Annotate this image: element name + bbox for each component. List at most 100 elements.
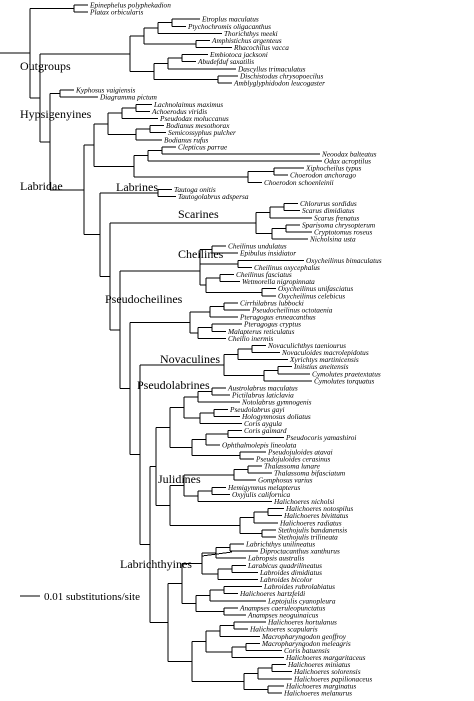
taxon-label: Anampses neoguinaicus (247, 610, 318, 619)
taxon-label: Halichoeres radiatus (279, 518, 342, 527)
taxon-label: Coris aygula (244, 419, 282, 428)
taxon-label: Abudefduf saxatilis (197, 57, 254, 66)
taxon-label: Rhacochilus vacca (233, 43, 289, 52)
taxon-label: Ptychochromis oligacanthus (187, 22, 271, 31)
taxon-label: Labroides bicolor (259, 575, 312, 584)
taxon-label: Macropharyngodon meleagris (261, 639, 351, 648)
tree-branches (0, 4, 322, 694)
taxon-label: Halichoeres melanurus (283, 689, 352, 698)
taxon-label: Epinephelus polyphekadion (89, 1, 171, 10)
taxon-label: Hemigymnus melapterus (227, 483, 301, 492)
taxon-label: Choerodon schoenleinii (264, 178, 334, 187)
taxon-label: Austrolabrus maculatus (227, 384, 298, 393)
taxon-label: Gomphosus varius (258, 476, 313, 485)
taxon-label: Platax orbicularis (89, 8, 143, 17)
taxon-label: Halichoeres miniatus (287, 660, 351, 669)
taxon-label: Larabicus quadrilineatus (247, 561, 322, 570)
taxon-label: Oxycheilinus unifasciatus (278, 284, 353, 293)
taxon-label: Oxycheilinus bimaculatus (306, 256, 382, 265)
taxon-label: Cheilinus oxycephalus (254, 263, 320, 272)
taxon-label: Coris gaimard (244, 426, 287, 435)
taxon-label: Leptojulis cyanopleura (267, 596, 336, 605)
clade-label-labridae: Labridae (20, 179, 63, 193)
taxon-label: Ophthalmolepis lineolata (222, 440, 297, 449)
taxon-label: Sparisoma chrysopterum (302, 220, 375, 229)
taxon-label: Tautogolabrus adspersa (178, 192, 249, 201)
taxon-label: Neoodax balteatus (321, 149, 377, 158)
taxon-label: Wetmorella nigropinnata (242, 277, 315, 286)
taxon-label: Anampses caeruleopunctatus (239, 603, 325, 612)
taxon-label: Labropsis australis (247, 554, 304, 563)
taxon-label: Achoerodus viridis (151, 107, 207, 116)
taxon-label: Cheilio inermis (228, 334, 273, 343)
taxon-label: Thorichthys meeki (224, 29, 278, 38)
taxon-label: Cheilinus undulatus (228, 242, 287, 251)
taxon-label: Oxycheilinus celebicus (278, 291, 345, 300)
clade-label-julidines: Julidines (158, 472, 201, 486)
taxon-label: Hologymnosus doliatus (241, 412, 311, 421)
taxon-label: Pseudocoris yamashiroi (285, 433, 356, 442)
taxon-label: Cirrhilabrus lubbocki (240, 298, 304, 307)
scale-bar-label: 0.01 substitutions/site (44, 591, 140, 603)
taxon-label: Kyphosus vaigiensis (75, 86, 136, 95)
clade-label-pseudolabrines: Pseudolabrines (137, 378, 210, 392)
taxon-label: Labroides rubrolabiatus (263, 582, 335, 591)
taxon-label: Xyrichtys martinicensis (289, 355, 359, 364)
taxon-label: Novaculichthys taeniourus (267, 341, 346, 350)
taxon-label: Halichoeres nicholsi (273, 497, 334, 506)
taxon-label: Tautoga onitis (174, 185, 216, 194)
taxon-label: Stethojulis bandanensis (278, 525, 347, 534)
clade-label-cheilines: Cheilines (178, 247, 224, 261)
taxon-label: Halichoeres scapularis (249, 625, 318, 634)
taxon-label: Pteragogus enneacanthus (239, 313, 316, 322)
clade-label-hypsigenyines: Hypsigenyines (20, 107, 92, 121)
taxon-label: Thalassoma bifasciatum (274, 469, 345, 478)
taxon-label: Amblyglyphidodon leucogaster (233, 79, 325, 88)
taxon-label: Pseudolabrus gayi (229, 405, 285, 414)
taxon-label: Chlorurus sordidus (300, 199, 357, 208)
taxon-label: Cymolutes torquatus (314, 376, 374, 385)
taxon-label: Notolabrus gymnogenis (241, 398, 312, 407)
taxon-label: Labroides dimidiatus (259, 568, 322, 577)
taxon-label: Oxyjulis californica (232, 490, 291, 499)
scale-bar: 0.01 substitutions/site (20, 591, 140, 603)
taxon-label: Etroplus maculatus (201, 15, 259, 24)
taxon-label: Thalassoma lunare (264, 462, 321, 471)
taxon-label: Diproctacanthus xanthurus (259, 547, 340, 556)
taxon-label: Amphistichus argenteus (211, 36, 282, 45)
taxon-label: Cryptotomus roseus (314, 227, 372, 236)
taxon-label: Lachnolaimus maximus (153, 100, 223, 109)
taxon-label: Labrichthys unilineatus (245, 540, 315, 549)
clade-label-novaculines: Novaculines (160, 352, 220, 366)
taxon-label: Epibulus insidiator (239, 249, 296, 258)
taxon-label: Cheilinus fasciatus (236, 270, 292, 279)
taxon-label: Pseudojuloides atavai (267, 447, 333, 456)
taxon-label: Pictilabrus laticlavia (231, 391, 294, 400)
taxon-label: Odax acroptilus (324, 157, 371, 166)
taxon-label: Halichoeres notospilus (285, 504, 353, 513)
taxon-label: Halichoeres bivittatus (283, 511, 349, 520)
taxon-label: Scarus dimidiatus (302, 206, 355, 215)
labrichthyines-pointer (201, 551, 233, 557)
taxon-label: Pseudocheilinus octotaenia (251, 305, 333, 314)
taxon-label: Iniistius aneitensis (293, 362, 349, 371)
clade-labels: Outgroups Hypsigenyines Labridae Labrine… (20, 59, 224, 571)
taxon-label: Coris batuensis (284, 646, 330, 655)
taxon-label: Macropharyngodon geoffroy (261, 632, 347, 641)
taxon-label: Halichoeres marginatus (285, 681, 356, 690)
taxon-label: Cymolutes praetextatus (312, 369, 381, 378)
taxon-label: Clepticus parrae (178, 142, 228, 151)
taxon-label: Embiotoca jacksoni (209, 50, 268, 59)
clade-label-scarines: Scarines (178, 207, 219, 221)
taxon-label: Scarus frenatus (314, 213, 359, 222)
taxon-label: Stethojulis trilineata (278, 532, 338, 541)
taxon-label: Bodianus mesothorax (166, 121, 230, 130)
taxon-label: Pseudojuloides cerasinus (255, 454, 331, 463)
taxon-label: Halichoeres hartzfeldi (239, 589, 305, 598)
taxon-label: Bodianus rufus (164, 135, 209, 144)
taxon-label: Halichoeres hortulanus (267, 618, 337, 627)
taxon-label: Halichoeres solorensis (293, 667, 361, 676)
taxon-label: Pteragogus cryptus (243, 320, 301, 329)
